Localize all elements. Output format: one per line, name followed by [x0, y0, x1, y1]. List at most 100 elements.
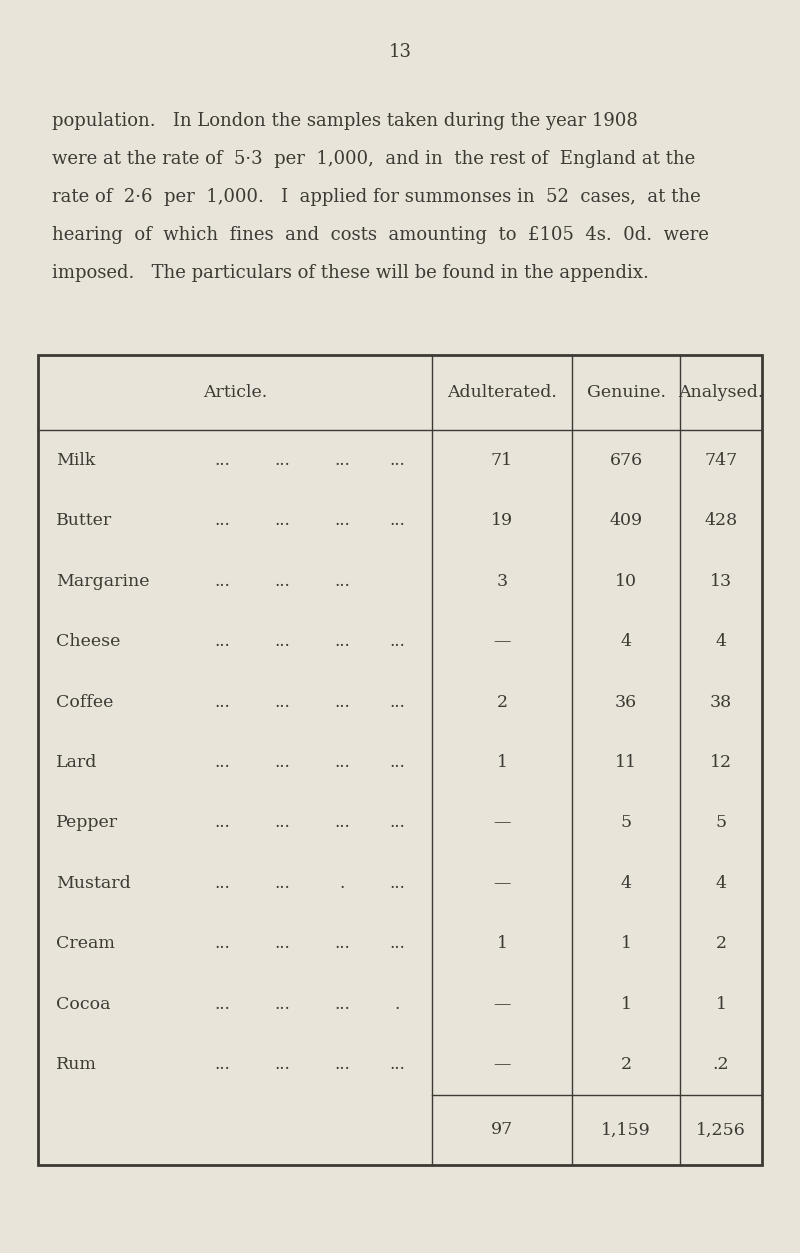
Text: Article.: Article.	[203, 383, 267, 401]
Text: ...: ...	[214, 694, 230, 710]
Text: Pepper: Pepper	[56, 814, 118, 832]
Text: ...: ...	[274, 754, 290, 771]
Text: imposed.   The particulars of these will be found in the appendix.: imposed. The particulars of these will b…	[52, 264, 649, 282]
Text: ...: ...	[214, 935, 230, 952]
Text: rate of  2·6  per  1,000.   I  applied for summonses in  52  cases,  at the: rate of 2·6 per 1,000. I applied for sum…	[52, 188, 701, 205]
Text: ...: ...	[214, 875, 230, 892]
Text: ...: ...	[334, 573, 350, 590]
Text: ...: ...	[389, 814, 405, 832]
Text: ...: ...	[274, 694, 290, 710]
Text: 38: 38	[710, 694, 732, 710]
Text: 2: 2	[621, 1056, 631, 1074]
Text: Milk: Milk	[56, 452, 95, 469]
Text: ...: ...	[214, 573, 230, 590]
Text: ...: ...	[389, 935, 405, 952]
Text: ...: ...	[214, 512, 230, 529]
Text: ...: ...	[274, 996, 290, 1012]
Text: 4: 4	[621, 633, 631, 650]
Text: Coffee: Coffee	[56, 694, 114, 710]
Text: Cheese: Cheese	[56, 633, 120, 650]
Text: ...: ...	[274, 935, 290, 952]
Text: ...: ...	[334, 452, 350, 469]
Text: 428: 428	[705, 512, 738, 529]
Text: 1,256: 1,256	[696, 1121, 746, 1139]
Text: ...: ...	[334, 694, 350, 710]
Text: ...: ...	[334, 633, 350, 650]
Text: ...: ...	[389, 875, 405, 892]
Text: 71: 71	[491, 452, 513, 469]
Text: ...: ...	[274, 573, 290, 590]
Text: ...: ...	[334, 935, 350, 952]
Text: ...: ...	[274, 633, 290, 650]
Text: ...: ...	[274, 875, 290, 892]
Text: 13: 13	[389, 43, 411, 61]
Text: ...: ...	[389, 1056, 405, 1074]
Text: ...: ...	[214, 814, 230, 832]
Text: ...: ...	[334, 1056, 350, 1074]
Text: 1: 1	[621, 935, 631, 952]
Text: 1,159: 1,159	[601, 1121, 651, 1139]
Text: Butter: Butter	[56, 512, 112, 529]
Text: 97: 97	[491, 1121, 513, 1139]
Text: —: —	[494, 814, 510, 832]
Text: ...: ...	[334, 996, 350, 1012]
Text: 1: 1	[621, 996, 631, 1012]
Text: ...: ...	[334, 814, 350, 832]
Text: 676: 676	[610, 452, 642, 469]
Text: 3: 3	[497, 573, 507, 590]
Text: Cream: Cream	[56, 935, 115, 952]
Text: 19: 19	[491, 512, 513, 529]
Text: .: .	[339, 875, 345, 892]
Text: 1: 1	[497, 754, 507, 771]
Text: 5: 5	[715, 814, 726, 832]
Text: ...: ...	[389, 512, 405, 529]
Text: .2: .2	[713, 1056, 730, 1074]
Text: ...: ...	[389, 754, 405, 771]
Text: ...: ...	[274, 452, 290, 469]
Text: 4: 4	[621, 875, 631, 892]
Text: ...: ...	[389, 694, 405, 710]
Text: ...: ...	[214, 1056, 230, 1074]
Text: 2: 2	[497, 694, 507, 710]
Bar	[38, 355, 762, 1165]
Text: ...: ...	[389, 633, 405, 650]
Text: ...: ...	[214, 754, 230, 771]
Text: 12: 12	[710, 754, 732, 771]
Text: Adulterated.: Adulterated.	[447, 383, 557, 401]
Text: ...: ...	[274, 512, 290, 529]
Text: —: —	[494, 633, 510, 650]
Text: ...: ...	[214, 996, 230, 1012]
Text: population.   In London the samples taken during the year 1908: population. In London the samples taken …	[52, 112, 638, 130]
Text: 36: 36	[615, 694, 637, 710]
Text: Margarine: Margarine	[56, 573, 150, 590]
Text: 747: 747	[704, 452, 738, 469]
Text: Analysed.: Analysed.	[678, 383, 764, 401]
Text: ...: ...	[274, 1056, 290, 1074]
Text: were at the rate of  5·3  per  1,000,  and in  the rest of  England at the: were at the rate of 5·3 per 1,000, and i…	[52, 150, 695, 168]
Text: 1: 1	[715, 996, 726, 1012]
Text: ...: ...	[214, 452, 230, 469]
Text: 409: 409	[610, 512, 642, 529]
Text: —: —	[494, 1056, 510, 1074]
Text: ...: ...	[214, 633, 230, 650]
Text: 4: 4	[715, 875, 726, 892]
Text: .: .	[394, 996, 400, 1012]
Text: Cocoa: Cocoa	[56, 996, 110, 1012]
Text: Rum: Rum	[56, 1056, 97, 1074]
Text: Mustard: Mustard	[56, 875, 130, 892]
Text: 10: 10	[615, 573, 637, 590]
Text: 1: 1	[497, 935, 507, 952]
Text: —: —	[494, 875, 510, 892]
Text: ...: ...	[389, 452, 405, 469]
Text: 13: 13	[710, 573, 732, 590]
Text: 4: 4	[715, 633, 726, 650]
Text: 2: 2	[715, 935, 726, 952]
Text: 5: 5	[621, 814, 631, 832]
Text: ...: ...	[274, 814, 290, 832]
Text: Lard: Lard	[56, 754, 98, 771]
Text: —: —	[494, 996, 510, 1012]
Text: Genuine.: Genuine.	[586, 383, 666, 401]
Text: hearing  of  which  fines  and  costs  amounting  to  £105  4s.  0d.  were: hearing of which fines and costs amounti…	[52, 226, 709, 244]
Text: ...: ...	[334, 754, 350, 771]
Text: ...: ...	[334, 512, 350, 529]
